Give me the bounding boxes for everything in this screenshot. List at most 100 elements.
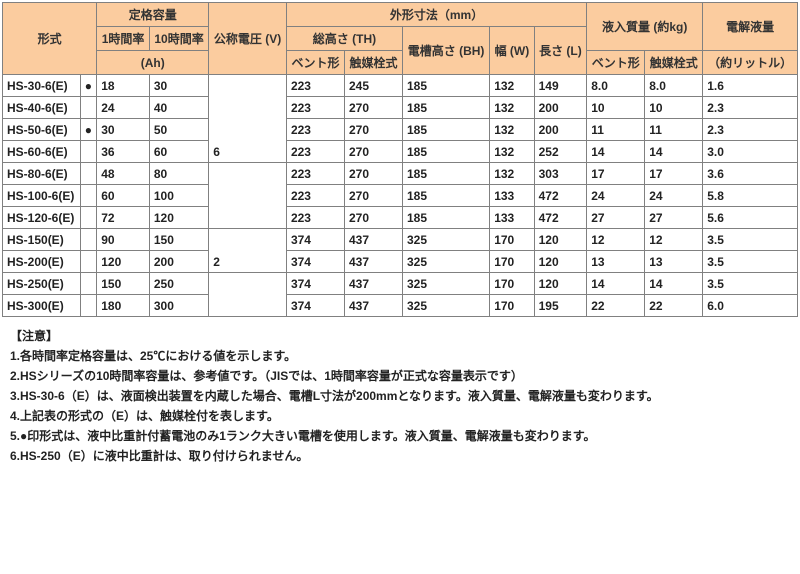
cell-model: HS-40-6(E) [3,97,81,119]
cell-model: HS-200(E) [3,251,81,273]
note-6: 6.HS-250（E）に液中比重計は、取り付けられません。 [10,447,798,465]
cell-w: 170 [490,229,534,251]
cell-mass-catalyst: 8.0 [645,75,703,97]
cell-w: 170 [490,251,534,273]
cell-th-vent: 223 [286,97,344,119]
header-rated-capacity: 定格容量 [97,3,209,27]
cell-electrolyte: 1.6 [703,75,798,97]
cell-electrolyte: 5.6 [703,207,798,229]
cell-bh: 325 [403,273,490,295]
cell-mark [80,163,97,185]
cell-ah10: 120 [149,207,208,229]
header-ah: (Ah) [97,51,209,75]
table-row: HS-80-6(E)488022327018513230317173.6 [3,163,798,185]
cell-model: HS-50-6(E) [3,119,81,141]
cell-ah10: 30 [149,75,208,97]
cell-l: 149 [534,75,587,97]
cell-w: 170 [490,273,534,295]
header-total-height: 総高さ (TH) [286,27,402,51]
cell-mark [80,229,97,251]
cell-ah1: 90 [97,229,150,251]
note-2: 2.HSシリーズの10時間率容量は、参考値です。（JISでは、1時間率容量が正式… [10,367,798,385]
cell-th-catalyst: 270 [344,207,402,229]
note-4: 4.上記表の形式の（E）は、触媒栓付を表します。 [10,407,798,425]
cell-w: 132 [490,75,534,97]
cell-ah10: 200 [149,251,208,273]
cell-w: 132 [490,119,534,141]
cell-voltage-empty [209,119,287,141]
cell-bh: 185 [403,163,490,185]
cell-mark [80,141,97,163]
header-nominal-voltage: 公称電圧 (V) [209,3,287,75]
cell-electrolyte: 6.0 [703,295,798,317]
cell-ah10: 50 [149,119,208,141]
cell-l: 472 [534,207,587,229]
cell-l: 120 [534,273,587,295]
cell-l: 195 [534,295,587,317]
header-catalyst-type-mass: 触媒栓式 [645,51,703,75]
cell-th-catalyst: 437 [344,229,402,251]
table-row: HS-200(E)120200237443732517012013133.5 [3,251,798,273]
cell-ah10: 40 [149,97,208,119]
battery-spec-table: 形式 定格容量 公称電圧 (V) 外形寸法（mm） 液入質量 (約kg) 電解液… [2,2,798,317]
header-vent-type-mass: ベント形 [587,51,645,75]
cell-ah1: 72 [97,207,150,229]
cell-model: HS-60-6(E) [3,141,81,163]
cell-l: 120 [534,229,587,251]
cell-voltage-6: 6 [209,141,287,163]
cell-ah10: 60 [149,141,208,163]
cell-ah1: 150 [97,273,150,295]
cell-mass-catalyst: 24 [645,185,703,207]
notes-section: 【注意】 1.各時間率定格容量は、25℃における値を示します。 2.HSシリーズ… [2,327,798,465]
cell-th-vent: 374 [286,295,344,317]
cell-th-catalyst: 437 [344,273,402,295]
table-row: HS-40-6(E)244022327018513220010102.3 [3,97,798,119]
cell-ah1: 120 [97,251,150,273]
cell-bh: 185 [403,185,490,207]
cell-th-catalyst: 270 [344,141,402,163]
note-5: 5.●印形式は、液中比重計付蓄電池のみ1ランク大きい電槽を使用します。液入質量、… [10,427,798,445]
header-length: 長さ (L) [534,27,587,75]
header-rate-10h: 10時間率 [149,27,208,51]
cell-bh: 185 [403,141,490,163]
cell-ah1: 48 [97,163,150,185]
cell-voltage-2: 2 [209,251,287,273]
cell-th-vent: 374 [286,251,344,273]
cell-mark [80,207,97,229]
cell-mass-vent: 13 [587,251,645,273]
cell-w: 170 [490,295,534,317]
header-box-height: 電槽高さ (BH) [403,27,490,75]
cell-model: HS-30-6(E) [3,75,81,97]
cell-l: 303 [534,163,587,185]
cell-mass-vent: 22 [587,295,645,317]
cell-mass-vent: 14 [587,273,645,295]
cell-mass-vent: 27 [587,207,645,229]
cell-voltage-empty [209,163,287,185]
cell-th-catalyst: 437 [344,251,402,273]
cell-ah1: 18 [97,75,150,97]
cell-mark [80,185,97,207]
cell-mark [80,295,97,317]
cell-l: 200 [534,97,587,119]
table-row: HS-150(E)9015037443732517012012123.5 [3,229,798,251]
cell-electrolyte: 5.8 [703,185,798,207]
cell-electrolyte: 3.5 [703,229,798,251]
cell-model: HS-250(E) [3,273,81,295]
cell-ah10: 250 [149,273,208,295]
header-electrolyte-volume: 電解液量 [703,3,798,51]
cell-bh: 185 [403,207,490,229]
cell-th-vent: 223 [286,163,344,185]
cell-voltage-empty [209,185,287,207]
cell-voltage-empty [209,207,287,229]
table-row: HS-300(E)18030037443732517019522226.0 [3,295,798,317]
cell-mass-catalyst: 12 [645,229,703,251]
cell-th-vent: 223 [286,207,344,229]
cell-l: 120 [534,251,587,273]
cell-bh: 185 [403,75,490,97]
cell-mass-vent: 12 [587,229,645,251]
header-filled-mass: 液入質量 (約kg) [587,3,703,51]
cell-th-vent: 223 [286,119,344,141]
cell-mass-vent: 14 [587,141,645,163]
cell-bh: 185 [403,97,490,119]
cell-mass-catalyst: 14 [645,141,703,163]
